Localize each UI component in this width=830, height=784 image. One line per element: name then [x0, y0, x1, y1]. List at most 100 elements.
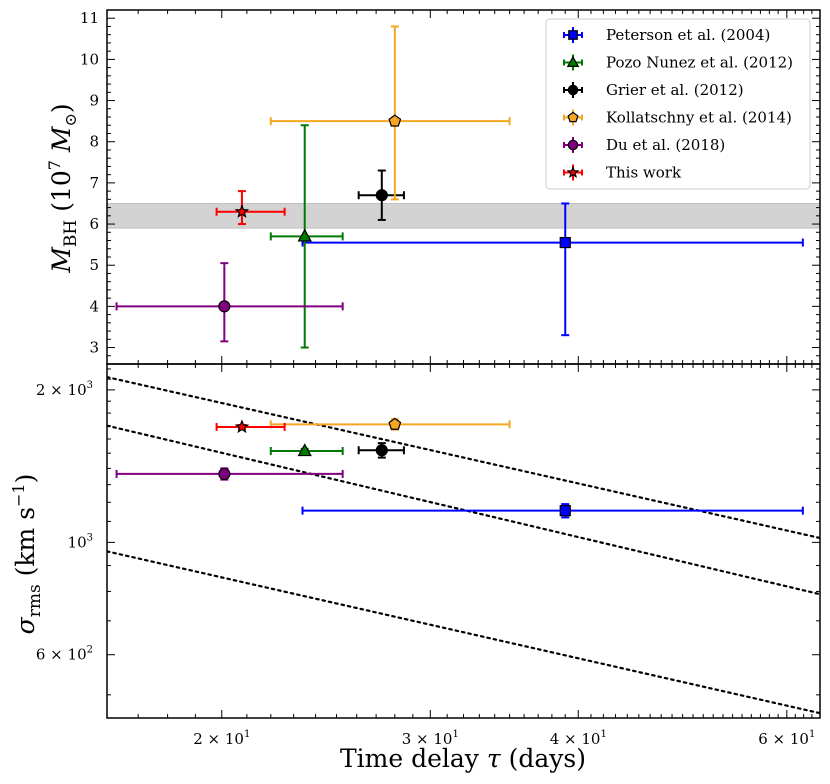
- xtick-exp: 1: [600, 729, 606, 740]
- legend: Peterson et al. (2004) Pozo Nunez et al. …: [545, 18, 811, 190]
- bottom-ytick-label: 2 × 103: [36, 380, 93, 399]
- legend-this-work-marker: [566, 165, 580, 178]
- top-kollatschny-et-al-2014-errorbar: [269, 25, 511, 201]
- top-pozo-nunez-et-al-2012-errorbar: [269, 124, 344, 349]
- bottom-grier-et-al-2012-errorbar: [357, 442, 405, 459]
- top-ytick-label: 8: [89, 133, 99, 151]
- bottom-pozo-nunez-et-al-2012-errorbar: [269, 443, 344, 457]
- ytick-exp: 2: [87, 645, 93, 656]
- xtick-exp: 1: [452, 729, 458, 740]
- ytick-base: 2 × 10: [36, 381, 87, 399]
- bottom-xtick-label: 6 × 101: [758, 729, 815, 748]
- legend-grier-et-al-2012-label: Grier et al. (2012): [606, 81, 744, 99]
- legend-du-et-al-2018-marker: [567, 139, 579, 151]
- top-pozo-nunez-et-al-2012-marker: [297, 228, 312, 242]
- top-peterson-et-al-2004-errorbar: [301, 202, 804, 337]
- xtick-base: 6 × 10: [758, 730, 809, 748]
- top-ylabel-exp: 7: [45, 160, 64, 170]
- top-grier-et-al-2012-errorbar: [357, 169, 405, 221]
- legend-grier-et-al-2012-marker: [567, 84, 579, 96]
- xtick-base: 4 × 10: [550, 730, 601, 748]
- bottom-y-axis-label: σrms (km s−1): [9, 474, 45, 635]
- legend-pozo-nunez-et-al-2012-label: Pozo Nunez et al. (2012): [606, 54, 793, 72]
- top-ylabel-msub: ⊙: [61, 113, 80, 126]
- bottom-du-et-al-2018-marker: [218, 467, 231, 481]
- reference-line-1: [107, 375, 820, 540]
- legend-peterson-et-al-2004-marker: [568, 30, 578, 40]
- legend-this-work: This work: [563, 164, 682, 182]
- reference-line-3: [107, 550, 820, 715]
- bottom-this-work-errorbar: [215, 419, 286, 434]
- bottom-grier-et-al-2012-marker: [375, 444, 388, 457]
- xtick-base: 3 × 10: [402, 730, 453, 748]
- top-ylabel-main: M: [47, 246, 76, 274]
- bottom-xtick-label: 4 × 101: [550, 729, 607, 748]
- legend-du-et-al-2018-label: Du et al. (2018): [606, 136, 725, 154]
- ytick-exp: 3: [87, 380, 93, 391]
- top-panel: 3 4 5 6 7 8 9 10 11: [80, 9, 821, 365]
- top-ylabel-m: M: [47, 125, 76, 160]
- legend-pozo-nunez-et-al-2012: Pozo Nunez et al. (2012): [563, 54, 793, 72]
- top-this-work-errorbar: [215, 190, 286, 226]
- ytick-base: 6 × 10: [36, 646, 87, 664]
- top-ytick-label: 10: [80, 50, 99, 68]
- top-ytick-label: 4: [89, 297, 99, 315]
- bottom-du-et-al-2018-errorbar: [115, 467, 344, 481]
- xlabel-unit: (days): [501, 744, 586, 773]
- bottom-peterson-et-al-2004-errorbar: [301, 503, 804, 519]
- top-grier-et-al-2012-marker: [375, 189, 388, 202]
- ytick-exp: 3: [87, 532, 93, 543]
- top-ytick-label: 11: [80, 9, 99, 27]
- legend-grier-et-al-2012: Grier et al. (2012): [563, 81, 744, 99]
- xlabel-tau: τ: [487, 744, 502, 773]
- legend-peterson-et-al-2004: Peterson et al. (2004): [563, 26, 770, 44]
- top-ytick-label: 9: [89, 92, 99, 110]
- top-y-axis-label: MBH (107 M⊙): [45, 103, 81, 273]
- xtick-exp: 1: [244, 729, 250, 740]
- legend-box: [545, 18, 811, 190]
- xtick-base: 2 × 10: [193, 730, 244, 748]
- bottom-ylabel-exp: −1: [9, 483, 28, 507]
- top-ytick-label: 6: [89, 215, 99, 233]
- bottom-ylabel-close: ): [11, 474, 40, 484]
- top-ytick-label: 5: [89, 256, 99, 274]
- xtick-exp: 1: [809, 729, 815, 740]
- shaded-band: [106, 203, 821, 229]
- top-peterson-et-al-2004-marker: [559, 236, 571, 249]
- top-kollatschny-et-al-2014-marker: [388, 114, 402, 127]
- top-this-work-marker: [234, 204, 250, 218]
- top-ylabel-sub: BH: [61, 220, 81, 247]
- legend-kollatschny-et-al-2014-marker: [567, 111, 579, 123]
- bottom-pozo-nunez-et-al-2012-marker: [297, 443, 312, 457]
- top-ylabel-close: ): [47, 103, 76, 113]
- bottom-axes-frame: [106, 363, 821, 719]
- legend-this-work-label: This work: [606, 164, 682, 182]
- top-du-et-al-2018-errorbar: [115, 262, 344, 343]
- legend-pozo-nunez-et-al-2012-marker: [566, 55, 580, 67]
- bottom-kollatschny-et-al-2014-errorbar: [269, 417, 511, 431]
- legend-kollatschny-et-al-2014-label: Kollatschny et al. (2014): [606, 109, 792, 127]
- bottom-peterson-et-al-2004-marker: [559, 505, 571, 517]
- xlabel-main: Time delay: [340, 744, 487, 773]
- top-du-et-al-2018-marker: [218, 300, 231, 313]
- legend-du-et-al-2018: Du et al. (2018): [563, 136, 725, 154]
- x-axis-label: Time delay τ (days): [340, 744, 586, 773]
- legend-kollatschny-et-al-2014: Kollatschny et al. (2014): [563, 109, 792, 127]
- bottom-xtick-label: 2 × 101: [193, 729, 250, 748]
- bottom-ytick-label: 103: [68, 532, 93, 551]
- bottom-xtick-label: 3 × 101: [402, 729, 459, 748]
- bottom-ylabel-sub: rms: [25, 584, 45, 617]
- bottom-this-work-marker: [234, 419, 250, 434]
- reference-lines: [107, 375, 820, 715]
- top-ylabel-paren: (10: [47, 170, 76, 220]
- top-ytick-label: 7: [89, 174, 99, 192]
- bottom-ytick-label: 6 × 102: [36, 645, 93, 664]
- legend-peterson-et-al-2004-label: Peterson et al. (2004): [606, 26, 770, 44]
- bottom-ylabel-main: σ: [11, 616, 40, 634]
- ytick-base: 10: [68, 533, 87, 551]
- bottom-kollatschny-et-al-2014-marker: [388, 417, 402, 430]
- top-ytick-label: 3: [89, 339, 99, 357]
- bottom-ylabel-paren: (km s: [11, 507, 40, 584]
